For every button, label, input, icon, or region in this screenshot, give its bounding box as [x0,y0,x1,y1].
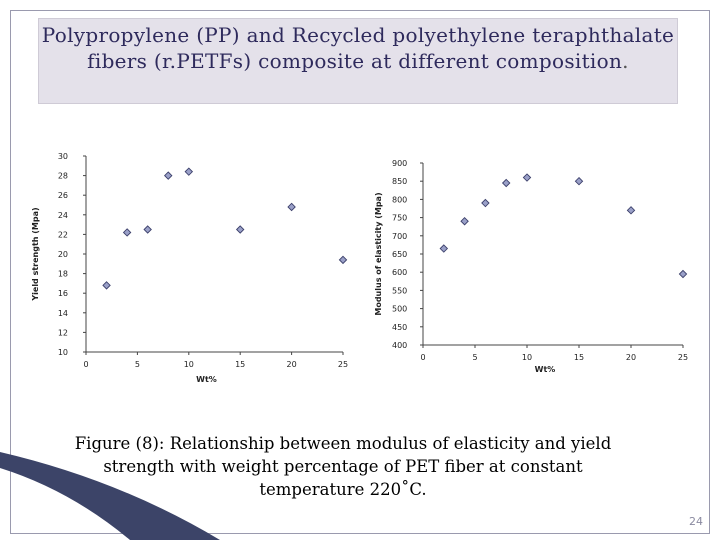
modulus-y-tick-label: 600 [392,268,407,277]
figure-caption: Figure (8): Relationship between modulus… [74,434,612,499]
yield-y-axis-title: Yield strength (Mpa) [31,207,40,301]
yield-x-tick-label: 20 [287,360,297,369]
modulus-y-tick-label: 800 [392,195,407,204]
modulus-data-point [626,206,636,215]
title-box: Polypropylene (PP) and Recycled polyethy… [38,18,678,104]
modulus-y-tick-label: 500 [392,305,407,314]
decorative-swoosh [0,452,220,540]
yield-x-tick-label: 25 [338,360,348,369]
modulus-x-tick-label: 25 [678,353,688,362]
yield-x-tick-label: 10 [184,360,194,369]
modulus-y-tick-label: 650 [392,250,407,259]
modulus-data-point [501,178,511,188]
yield-x-tick-label: 5 [135,360,140,369]
yield-y-tick-label: 18 [58,270,68,279]
yield-data-point [122,228,132,237]
slide-title: Polypropylene (PP) and Recycled polyethy… [41,23,675,73]
modulus-y-tick-label: 400 [392,341,407,350]
modulus-data-point [439,244,449,253]
modulus-y-tick-label: 550 [392,286,407,295]
modulus-y-tick-label: 700 [392,232,407,241]
slide-frame [10,10,710,534]
modulus-data-point [460,217,469,226]
modulus-chart: 400 450 500 550 600 650 700 750 800 850 900 0 5 10 15 2… [374,159,688,374]
yield-y-tick-label: 30 [58,152,68,161]
yield-data-point [235,225,245,234]
yield-y-tick-label: 12 [58,328,68,337]
yield-data-point [287,202,296,212]
yield-y-tick-label: 20 [58,250,68,259]
yield-y-tick-label: 10 [58,348,68,357]
modulus-y-tick-label: 450 [392,323,407,332]
modulus-y-tick-label: 900 [392,159,407,168]
modulus-x-tick-label: 15 [574,353,584,362]
modulus-y-tick-label: 750 [392,214,407,223]
modulus-x-tick-label: 5 [472,353,477,362]
modulus-data-point [678,269,688,279]
modulus-data-point [522,173,532,182]
yield-x-tick-label: 15 [235,360,245,369]
yield-data-point [164,171,173,180]
modulus-data-point [574,176,584,186]
yield-y-tick-label: 28 [58,172,68,181]
yield-y-tick-label: 22 [58,230,68,239]
modulus-x-axis-title: Wt% [535,365,556,374]
yield-chart: 10 12 14 16 18 20 22 24 26 28 30 0 5 10 15 20 25 Wt% Yield… [31,152,348,384]
modulus-y-tick-label: 850 [392,177,407,186]
yield-y-tick-label: 16 [58,289,68,298]
yield-data-point [184,167,194,176]
yield-data-point [338,255,348,265]
modulus-data-point [481,198,490,208]
modulus-x-tick-label: 20 [626,353,636,362]
yield-data-point [102,281,111,290]
yield-y-tick-label: 26 [58,191,68,200]
yield-data-point [143,225,152,234]
page-number: 24 [689,515,703,528]
yield-y-tick-label: 24 [58,211,68,220]
yield-y-tick-label: 14 [58,309,68,318]
modulus-x-tick-label: 0 [420,353,425,362]
modulus-y-axis-title: Modulus of elasticity (Mpa) [374,192,383,315]
modulus-x-tick-label: 10 [522,353,532,362]
yield-x-tick-label: 0 [83,360,88,369]
yield-x-axis-title: Wt% [196,375,217,384]
